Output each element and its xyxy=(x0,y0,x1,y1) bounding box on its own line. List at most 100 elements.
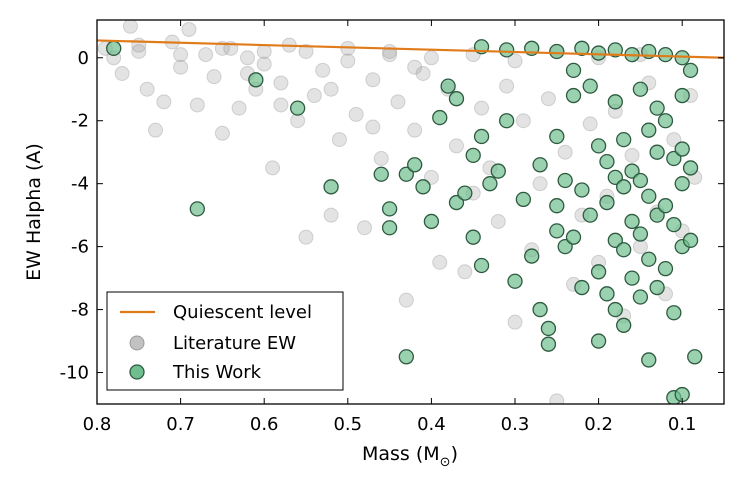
this-work-point xyxy=(398,349,414,365)
literature-point xyxy=(407,122,423,138)
literature-point xyxy=(156,94,172,110)
this-work-point xyxy=(682,160,699,176)
this-work-point xyxy=(657,46,674,63)
literature-point xyxy=(331,132,347,148)
this-work-point xyxy=(398,166,414,182)
literature-point xyxy=(290,113,306,129)
this-work-point xyxy=(687,349,703,365)
this-work-point xyxy=(624,213,640,230)
literature-point xyxy=(198,47,214,63)
this-work-point xyxy=(666,305,682,321)
literature-point xyxy=(549,393,565,404)
this-work-point xyxy=(448,194,465,211)
literature-point xyxy=(666,132,682,148)
literature-point xyxy=(515,113,531,129)
this-work-point xyxy=(557,172,573,189)
y-tick-label: -6 xyxy=(71,237,89,258)
legend-box xyxy=(106,291,344,391)
this-work-point xyxy=(473,257,490,274)
this-work-point xyxy=(289,100,306,116)
literature-point xyxy=(432,254,448,270)
this-work-point xyxy=(549,128,565,145)
literature-point xyxy=(122,20,138,34)
this-work-point xyxy=(632,81,649,97)
this-work-point xyxy=(524,248,540,264)
legend-literature-label: Literature EW xyxy=(173,333,296,354)
this-work-point xyxy=(624,163,640,179)
this-work-point xyxy=(574,182,590,198)
this-work-point xyxy=(407,157,423,173)
literature-point xyxy=(390,94,406,110)
this-work-point xyxy=(649,207,665,223)
this-work-point xyxy=(498,42,515,58)
this-work-point xyxy=(106,40,122,56)
this-work-point xyxy=(599,194,615,211)
x-axis-ticks: 0.8 0.7 0.6 0.5 0.4 0.3 0.2 0.1 xyxy=(83,20,697,435)
literature-point xyxy=(582,116,598,132)
this-work-point xyxy=(632,172,649,189)
literature-point xyxy=(373,150,389,166)
this-work-point xyxy=(582,78,598,94)
legend-this-work-label: This Work xyxy=(172,362,262,383)
this-work-points xyxy=(106,39,703,404)
literature-point xyxy=(298,229,314,245)
this-work-point xyxy=(616,317,632,333)
literature-point xyxy=(315,62,331,78)
this-work-point xyxy=(632,289,649,305)
literature-point xyxy=(357,220,373,236)
this-work-point xyxy=(565,62,582,79)
y-axis-label: EW Halpha (A) xyxy=(23,143,45,281)
legend-quiescent-label: Quiescent level xyxy=(173,302,312,323)
x-tick-label: 0.4 xyxy=(417,414,446,435)
this-work-point xyxy=(381,220,398,236)
this-work-point xyxy=(507,273,523,289)
literature-point xyxy=(139,81,155,97)
quiescent-line xyxy=(97,39,724,59)
this-work-point xyxy=(565,229,582,245)
x-axis-label: Mass (M⊙) xyxy=(362,443,458,470)
literature-point xyxy=(256,56,272,72)
literature-point xyxy=(365,72,381,88)
literature-point xyxy=(306,88,322,104)
this-work-point xyxy=(649,144,665,160)
this-work-point xyxy=(674,87,690,104)
x-tick-label: 0.5 xyxy=(333,414,362,435)
literature-point xyxy=(114,66,130,82)
this-work-point xyxy=(248,72,264,88)
this-work-point xyxy=(323,179,339,195)
x-tick-label: 0.6 xyxy=(250,414,279,435)
literature-point xyxy=(557,144,573,160)
this-work-point xyxy=(607,301,623,318)
literature-point xyxy=(448,138,464,154)
this-work-point xyxy=(657,113,674,129)
literature-point xyxy=(265,160,281,176)
this-work-point xyxy=(574,279,590,296)
this-work-point xyxy=(549,43,565,60)
literature-point xyxy=(148,122,164,138)
plot-frame xyxy=(96,19,725,405)
this-work-point xyxy=(590,45,607,61)
this-work-point xyxy=(557,238,573,255)
this-work-point xyxy=(657,198,674,214)
literature-point xyxy=(173,47,189,63)
quiescent-line-layer xyxy=(97,39,724,59)
literature-point xyxy=(348,106,364,122)
x-tick-label: 0.1 xyxy=(668,414,697,435)
literature-point xyxy=(507,314,523,330)
literature-point xyxy=(499,78,515,94)
this-work-point xyxy=(641,122,657,138)
literature-point xyxy=(214,125,230,141)
literature-point xyxy=(231,100,247,116)
literature-point xyxy=(239,50,255,66)
this-work-point xyxy=(641,251,657,267)
this-work-point xyxy=(674,141,690,157)
y-tick-label: 0 xyxy=(78,48,89,69)
this-work-point xyxy=(590,138,607,154)
this-work-point xyxy=(616,242,632,258)
this-work-point xyxy=(549,223,565,239)
this-work-point xyxy=(666,150,682,167)
this-work-point xyxy=(532,157,548,173)
this-work-point xyxy=(482,176,498,192)
this-work-point xyxy=(682,232,699,248)
this-work-point xyxy=(607,94,623,110)
